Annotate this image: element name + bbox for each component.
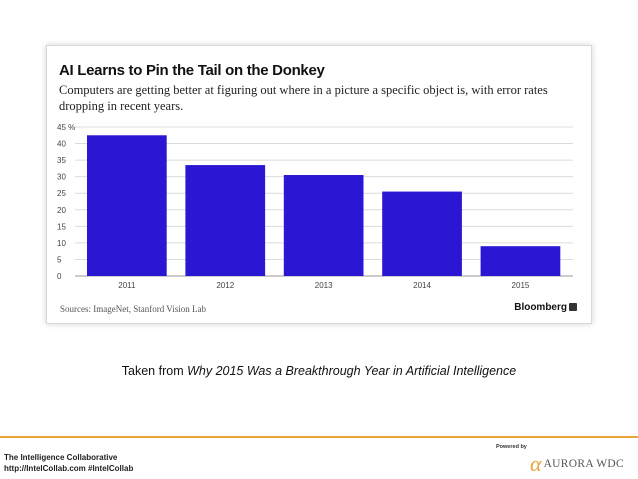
y-tick-label: 40 <box>57 140 66 149</box>
x-tick-label: 2014 <box>413 281 431 290</box>
footer-url: http://IntelCollab.com #IntelCollab <box>4 464 134 473</box>
y-tick-label: 25 <box>57 189 66 198</box>
chart-card: AI Learns to Pin the Tail on the Donkey … <box>46 45 592 324</box>
bars <box>87 135 561 276</box>
footer-divider <box>0 436 638 438</box>
y-tick-label: 45 % <box>57 123 75 132</box>
caption-prefix: Taken from <box>121 364 188 378</box>
aurora-logo: α AURORA WDC <box>530 453 624 475</box>
bar-2012 <box>185 165 266 276</box>
caption: Taken from Why 2015 Was a Breakthrough Y… <box>0 364 638 378</box>
y-axis-ticks: 0 5 10 15 20 25 30 35 40 45 % <box>57 123 75 281</box>
x-tick-label: 2015 <box>512 281 530 290</box>
caption-article-title: Why 2015 Was a Breakthrough Year in Arti… <box>187 364 517 378</box>
bar-2013 <box>283 175 364 276</box>
x-tick-label: 2013 <box>315 281 333 290</box>
bar-2011 <box>87 135 167 276</box>
y-tick-label: 35 <box>57 156 66 165</box>
chart-subtitle: Computers are getting better at figuring… <box>59 83 548 113</box>
y-tick-label: 30 <box>57 173 66 182</box>
bloomberg-logo-icon <box>569 303 577 311</box>
y-tick-label: 20 <box>57 206 66 215</box>
x-axis-ticks: 2011 2012 2013 2014 2015 <box>118 281 530 290</box>
y-tick-label: 10 <box>57 239 66 248</box>
chart-brand: Bloomberg <box>514 302 577 313</box>
y-tick-label: 15 <box>57 222 66 231</box>
powered-by-label: Powered by <box>496 444 527 450</box>
y-tick-label: 0 <box>57 272 62 281</box>
y-tick-label: 5 <box>57 255 62 264</box>
x-tick-label: 2011 <box>118 281 136 290</box>
alpha-logo-icon: α <box>530 451 542 476</box>
chart-source: Sources: ImageNet, Stanford Vision Lab <box>60 304 207 314</box>
bar-2015 <box>480 246 561 276</box>
chart-title: AI Learns to Pin the Tail on the Donkey <box>59 62 325 79</box>
bar-2014 <box>382 191 462 276</box>
logo-text: AURORA WDC <box>543 458 624 470</box>
brand-name: Bloomberg <box>514 302 567 313</box>
x-tick-label: 2012 <box>216 281 234 290</box>
footer-org: The Intelligence Collaborative <box>4 453 118 462</box>
